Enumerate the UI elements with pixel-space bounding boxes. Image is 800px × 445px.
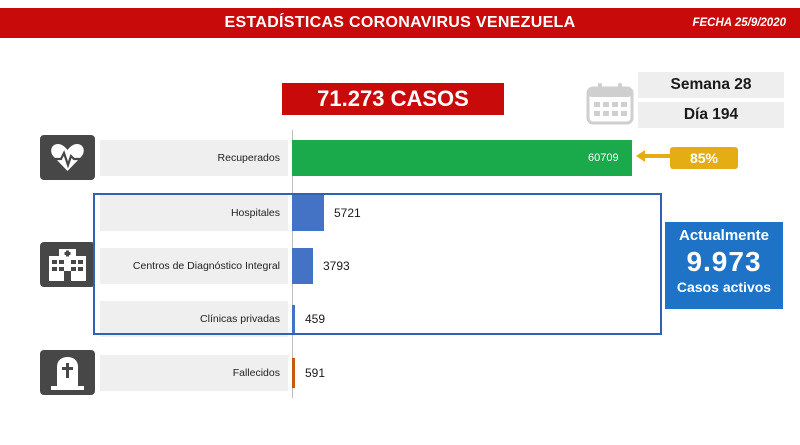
hospital-icon [49, 249, 86, 281]
day-label: Día 194 [638, 102, 784, 128]
bar-hospitales [292, 195, 324, 231]
category-label-fallecidos: Fallecidos [100, 355, 288, 391]
category-label-clinicas: Clínicas privadas [100, 301, 288, 337]
value-label-fallecidos: 591 [305, 366, 326, 380]
category-label-recuperados: Recuperados [100, 140, 288, 176]
deaths-tile [40, 350, 95, 395]
header-bar: ESTADÍSTICAS CORONAVIRUS VENEZUELA FECHA… [0, 8, 800, 38]
active-cases-value: 9.973 [686, 246, 762, 277]
active-cases-panel: Actualmente 9.973 Casos activos [665, 222, 783, 309]
hospitalized-group-box [93, 193, 662, 335]
bar-recuperados [292, 140, 632, 176]
recovered-tile [40, 135, 95, 180]
tombstone-icon [51, 357, 84, 390]
active-cases-caption-bottom: Casos activos [676, 279, 772, 295]
category-label-hospitales: Hospitales [100, 195, 288, 231]
page-title: ESTADÍSTICAS CORONAVIRUS VENEZUELA [224, 14, 576, 31]
bar-clinicas [292, 305, 295, 333]
report-date: FECHA 25/9/2020 [692, 17, 786, 29]
calendar-icon [586, 83, 634, 125]
value-label-hospitales: 5721 [334, 206, 361, 220]
value-label-cdi: 3793 [323, 259, 350, 273]
pointer-arrow-shaft [644, 154, 670, 158]
value-label-recuperados: 60709 [588, 152, 619, 164]
bar-fallecidos [292, 358, 295, 388]
bar-cdi [292, 248, 313, 284]
heartbeat-icon [51, 144, 84, 171]
active-cases-caption-top: Actualmente [678, 227, 770, 244]
category-label-cdi: Centros de Diagnóstico Integral [100, 248, 288, 284]
recovered-percentage-badge: 85% [670, 147, 738, 169]
hospital-tile [40, 242, 95, 287]
week-label: Semana 28 [638, 72, 784, 98]
total-cases-banner: 71.273 CASOS [282, 83, 504, 115]
pointer-arrow-icon [636, 150, 645, 162]
value-label-clinicas: 459 [305, 312, 326, 326]
